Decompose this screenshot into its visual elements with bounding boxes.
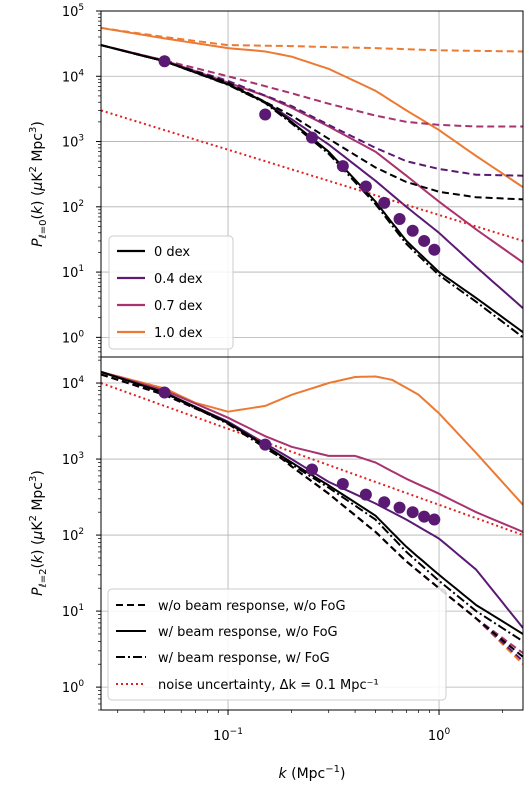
legend-label-dashdot: w/ beam response, w/ FoG	[158, 651, 330, 666]
legend-label-10dex: 1.0 dex	[154, 326, 203, 341]
series-line-0-7-dex-solid	[101, 370, 523, 533]
y-tick-label: 100	[62, 329, 85, 346]
bottom-panel-frame	[100, 356, 524, 711]
data-point-marker	[428, 513, 441, 526]
series-line-0-4-dex-dashed	[101, 44, 523, 177]
y-tick-label: 102	[62, 527, 84, 544]
legend-label-noise: noise uncertainty, Δk = 0.1 Mpc⁻¹	[158, 678, 379, 693]
legend-label-dashed: w/o beam response, w/o FoG	[158, 599, 346, 614]
data-point-marker	[418, 234, 431, 247]
series-line-noise-dotted	[101, 109, 523, 242]
series-line-1-0-dex-solid	[101, 370, 523, 506]
x-axis-label: k (Mpc−1)	[279, 764, 346, 782]
top-panel-series	[101, 26, 523, 339]
data-point-marker	[359, 488, 372, 501]
series-line-0-dex-dashdot	[101, 370, 523, 643]
top-y-axis-label: Pℓ=0(k) (μK2 Mpc3)	[28, 121, 49, 247]
y-tick-label: 103	[62, 451, 84, 468]
series-line-0-7-dex-dashed	[101, 44, 523, 128]
bottom-panel-series	[101, 370, 523, 665]
y-tick-label: 101	[62, 264, 84, 281]
data-point-marker	[336, 477, 349, 490]
y-tick-label: 105	[62, 3, 84, 20]
series-line-1-0-dex-solid	[101, 26, 523, 189]
data-point-marker	[406, 506, 419, 519]
data-point-marker	[418, 510, 431, 523]
data-point-marker	[306, 463, 318, 476]
legend-label-0dex: 0 dex	[154, 245, 190, 260]
data-point-marker	[406, 224, 419, 237]
data-point-marker	[259, 438, 272, 451]
series-line-1-0-dex-dashed	[101, 26, 523, 53]
series-line-0-dex-dashdot	[101, 44, 523, 339]
legend-label-solid: w/ beam response, w/o FoG	[158, 625, 338, 640]
data-point-marker	[378, 496, 391, 509]
y-tick-label: 104	[62, 68, 85, 85]
bottom-legend: w/o beam response, w/o FoG w/ beam respo…	[107, 588, 447, 701]
top-legend: 0 dex 0.4 dex 0.7 dex 1.0 dex	[108, 235, 234, 350]
data-point-marker	[336, 160, 349, 173]
data-point-marker	[158, 386, 171, 399]
y-tick-label: 103	[62, 134, 84, 151]
data-point-marker	[393, 501, 406, 514]
y-tick-label: 100	[62, 679, 85, 696]
data-point-marker	[306, 131, 318, 144]
data-point-marker	[393, 213, 406, 226]
y-tick-label: 101	[62, 603, 84, 620]
data-point-marker	[428, 243, 441, 256]
y-tick-label: 104	[62, 375, 85, 392]
axis-ticks: 100 101 102 103 104 105 100 101 102 103 104 10−1 100	[62, 3, 503, 744]
x-tick-label: 10−1	[213, 727, 243, 744]
y-tick-label: 102	[62, 199, 84, 216]
data-point-marker	[359, 180, 372, 193]
legend-label-07dex: 0.7 dex	[154, 299, 203, 314]
legend-label-04dex: 0.4 dex	[154, 272, 203, 287]
series-line-0-dex-solid	[101, 370, 523, 635]
series-line-0-7-dex-solid	[101, 44, 523, 264]
data-point-marker	[158, 55, 171, 68]
bottom-y-axis-label: Pℓ=2(k) (μK2 Mpc3)	[28, 470, 49, 596]
data-point-marker	[378, 196, 391, 209]
data-point-marker	[259, 108, 272, 121]
x-tick-label: 100	[428, 727, 451, 744]
